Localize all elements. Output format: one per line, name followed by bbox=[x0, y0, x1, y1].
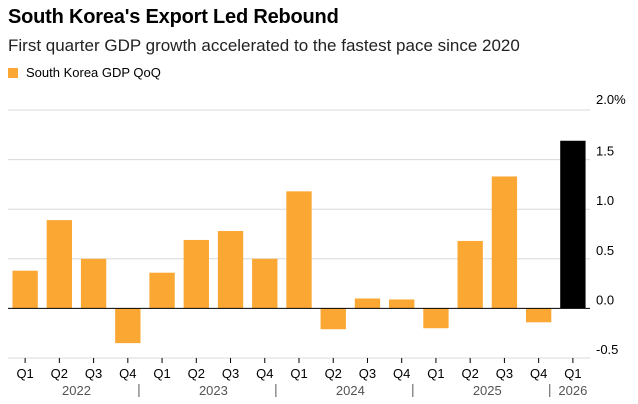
bar bbox=[12, 270, 38, 309]
bar bbox=[354, 298, 381, 309]
year-label: 2022 bbox=[62, 383, 91, 398]
legend-swatch bbox=[8, 67, 18, 78]
x-tick-label: Q3 bbox=[85, 366, 102, 381]
chart-subtitle: First quarter GDP growth accelerated to … bbox=[8, 36, 520, 55]
bar bbox=[252, 258, 278, 309]
y-tick-label: 1.5 bbox=[596, 144, 614, 159]
x-tick-label: Q3 bbox=[496, 366, 513, 381]
x-tick-label: Q4 bbox=[119, 366, 136, 381]
bar bbox=[183, 239, 209, 309]
year-label: 2023 bbox=[199, 383, 228, 398]
x-tick-label: Q1 bbox=[564, 366, 581, 381]
year-label: 2025 bbox=[473, 383, 502, 398]
bar bbox=[80, 258, 107, 309]
bar bbox=[115, 308, 141, 344]
x-tick-label: Q3 bbox=[222, 366, 239, 381]
x-tick-label: Q2 bbox=[188, 366, 205, 381]
bar bbox=[217, 231, 244, 309]
bar bbox=[320, 308, 346, 330]
legend-label: South Korea GDP QoQ bbox=[26, 65, 161, 80]
y-tick-label: 2.0% bbox=[596, 92, 626, 107]
bar bbox=[149, 272, 175, 309]
x-tick-label: Q4 bbox=[256, 366, 273, 381]
x-tick-label: Q2 bbox=[462, 366, 479, 381]
year-label: 2024 bbox=[336, 383, 365, 398]
bar bbox=[491, 176, 518, 309]
y-tick-label: -0.5 bbox=[596, 342, 618, 357]
bar bbox=[560, 140, 586, 309]
bar bbox=[525, 308, 552, 323]
x-tick-label: Q3 bbox=[359, 366, 376, 381]
bar bbox=[389, 299, 415, 309]
y-tick-label: 0.5 bbox=[596, 243, 614, 258]
x-tick-label: Q1 bbox=[290, 366, 307, 381]
bar bbox=[423, 308, 449, 329]
x-tick-label: Q1 bbox=[16, 366, 33, 381]
legend: South Korea GDP QoQ bbox=[8, 65, 161, 80]
bar bbox=[457, 240, 483, 309]
year-label: 2026 bbox=[558, 383, 587, 398]
bar bbox=[46, 220, 73, 309]
x-tick-label: Q2 bbox=[51, 366, 68, 381]
x-tick-label: Q1 bbox=[427, 366, 444, 381]
y-tick-label: 1.0 bbox=[596, 193, 614, 208]
x-tick-label: Q2 bbox=[325, 366, 342, 381]
bar bbox=[286, 191, 312, 309]
x-tick-label: Q1 bbox=[153, 366, 170, 381]
x-tick-label: Q4 bbox=[530, 366, 547, 381]
chart-title: South Korea's Export Led Rebound bbox=[8, 6, 339, 28]
x-tick-label: Q4 bbox=[393, 366, 410, 381]
y-tick-label: 0.0 bbox=[596, 292, 614, 307]
